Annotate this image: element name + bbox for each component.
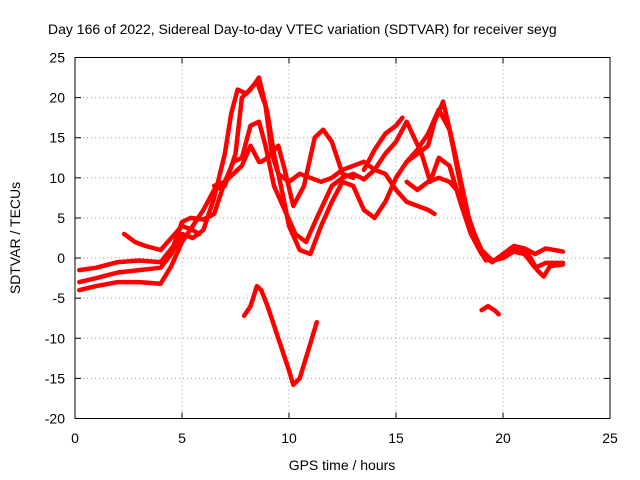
y-tick-label: 10 xyxy=(49,170,65,186)
y-tick-label: -20 xyxy=(45,411,65,427)
x-tick-label: 15 xyxy=(388,430,404,446)
y-axis-label: SDTVAR / TECUs xyxy=(7,182,23,294)
series-sat-b xyxy=(77,79,437,285)
series-sat-e xyxy=(258,127,356,209)
x-axis-label: GPS time / hours xyxy=(289,457,396,473)
x-tick-label: 0 xyxy=(71,430,79,446)
chart-title: Day 166 of 2022, Sidereal Day-to-day VTE… xyxy=(48,21,557,37)
data-series xyxy=(77,75,566,388)
y-tick-label: -10 xyxy=(45,330,65,346)
series-sat-k xyxy=(241,283,320,388)
y-tick-label: 25 xyxy=(49,50,65,66)
series-sat-l xyxy=(479,303,501,317)
series-sat-h xyxy=(404,175,489,263)
y-tick-label: 0 xyxy=(57,250,65,266)
grid xyxy=(75,57,610,419)
x-tick-label: 10 xyxy=(281,430,297,446)
x-tick-label: 25 xyxy=(602,430,618,446)
x-tick-label: 5 xyxy=(178,430,186,446)
series-sat-i xyxy=(490,245,566,279)
plot-frame xyxy=(74,57,611,419)
y-tick-label: -15 xyxy=(45,370,65,386)
series-sat-f xyxy=(361,115,405,173)
axis-ticks: 0 5 10 15 20 25 -20 -15 -10 -5 0 5 10 15 20 25 xyxy=(45,50,618,447)
y-tick-label: -5 xyxy=(53,290,66,306)
x-tick-label: 20 xyxy=(495,430,511,446)
y-tick-label: 20 xyxy=(49,90,65,106)
series-sat-j xyxy=(211,143,262,189)
y-tick-label: 15 xyxy=(49,130,65,146)
y-tick-label: 5 xyxy=(57,210,65,226)
